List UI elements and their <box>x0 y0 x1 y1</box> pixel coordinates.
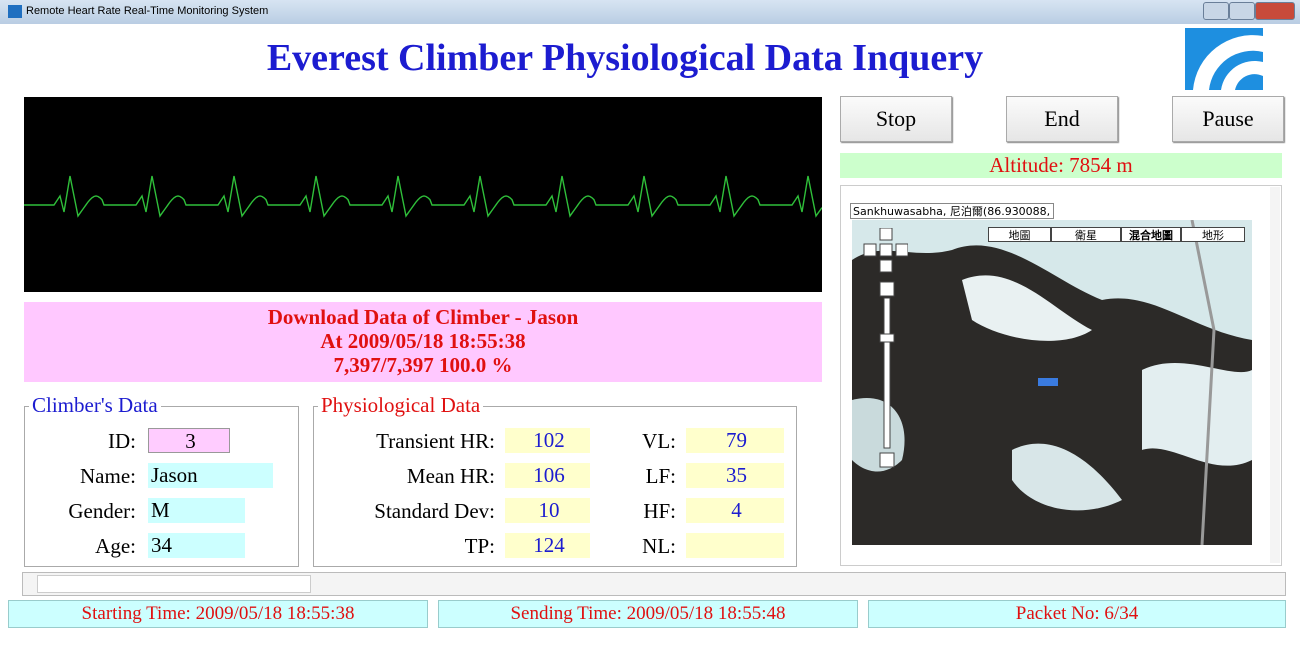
field-label: Standard Dev: <box>320 498 495 524</box>
window-title: Remote Heart Rate Real-Time Monitoring S… <box>0 0 1300 24</box>
app-window: Remote Heart Rate Real-Time Monitoring S… <box>0 0 1300 652</box>
app-icon <box>8 5 22 18</box>
field-label: Name: <box>30 463 136 489</box>
group-title: Climber's Data <box>29 393 161 418</box>
field-label: TP: <box>320 533 495 559</box>
map-controls[interactable] <box>858 228 908 468</box>
field-value: 106 <box>505 463 590 488</box>
field-value: 3 <box>148 428 230 453</box>
end-button[interactable]: End <box>1006 96 1118 142</box>
field-value: 10 <box>505 498 590 523</box>
horizontal-scrollbar[interactable] <box>22 572 1286 596</box>
stop-button[interactable]: Stop <box>840 96 952 142</box>
sending-time: Sending Time: 2009/05/18 18:55:48 <box>438 600 858 628</box>
field-value: 34 <box>148 533 245 558</box>
scroll-thumb[interactable] <box>37 575 311 593</box>
field-label: LF: <box>600 463 676 489</box>
field-value: 79 <box>686 428 784 453</box>
satellite-map <box>852 220 1252 545</box>
field-label: ID: <box>30 428 136 454</box>
maximize-button[interactable] <box>1229 2 1255 20</box>
download-line: Download Data of Climber - Jason <box>24 305 822 329</box>
ecg-waveform <box>24 176 822 216</box>
map-tab[interactable]: 地形 <box>1181 227 1245 242</box>
altitude: Altitude: 7854 m <box>840 153 1282 178</box>
map-tab[interactable]: 混合地圖 <box>1121 227 1181 242</box>
field-label: Mean HR: <box>320 463 495 489</box>
field-label: Transient HR: <box>320 428 495 454</box>
field-value: M <box>148 498 245 523</box>
download-line: At 2009/05/18 18:55:38 <box>24 329 822 353</box>
close-button[interactable] <box>1255 2 1295 20</box>
field-label: VL: <box>600 428 676 454</box>
page-title: Everest Climber Physiological Data Inque… <box>0 36 1250 80</box>
field-label: NL: <box>600 533 676 559</box>
logo <box>1185 28 1263 90</box>
download-status: Download Data of Climber - Jason At 2009… <box>24 302 822 382</box>
field-value: 4 <box>686 498 784 523</box>
minimize-button[interactable] <box>1203 2 1229 20</box>
field-label: Gender: <box>30 498 136 524</box>
pause-button[interactable]: Pause <box>1172 96 1284 142</box>
field-label: HF: <box>600 498 676 524</box>
map-scrollbar[interactable] <box>1270 187 1280 563</box>
field-value: 35 <box>686 463 784 488</box>
field-value <box>686 533 784 558</box>
map-tab[interactable]: 地圖 <box>988 227 1051 242</box>
field-value: Jason <box>148 463 273 488</box>
group-title: Physiological Data <box>318 393 483 418</box>
starting-time: Starting Time: 2009/05/18 18:55:38 <box>8 600 428 628</box>
field-value: 124 <box>505 533 590 558</box>
map-tab[interactable]: 衛星 <box>1051 227 1121 242</box>
map-location: Sankhuwasabha, 尼泊爾(86.930088, <box>850 203 1054 219</box>
field-value: 102 <box>505 428 590 453</box>
field-label: Age: <box>30 533 136 559</box>
ecg-display <box>24 97 822 292</box>
download-line: 7,397/7,397 100.0 % <box>24 353 822 377</box>
packet-number: Packet No: 6/34 <box>868 600 1286 628</box>
